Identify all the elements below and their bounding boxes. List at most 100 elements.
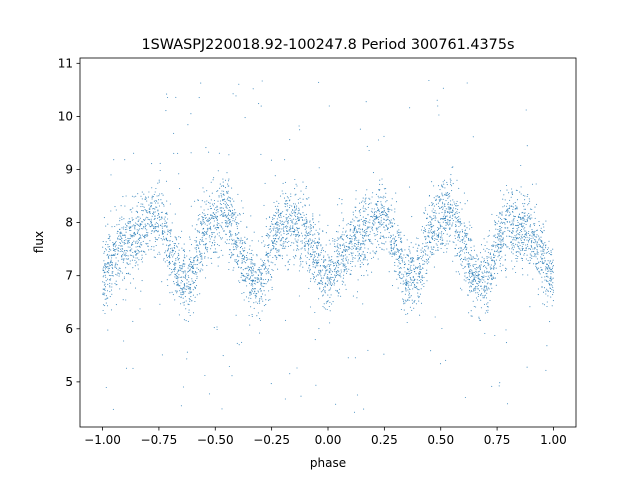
- data-point: [540, 236, 542, 238]
- data-point: [486, 241, 488, 243]
- data-point: [172, 254, 174, 256]
- data-point: [131, 242, 134, 244]
- data-point: [336, 291, 338, 293]
- data-point: [359, 219, 361, 221]
- data-point: [139, 224, 141, 226]
- data-point: [312, 226, 314, 228]
- data-point: [483, 275, 485, 277]
- data-point: [466, 276, 469, 278]
- data-point: [336, 290, 338, 292]
- data-point: [110, 259, 112, 261]
- data-point: [394, 223, 396, 225]
- data-point: [357, 230, 359, 233]
- data-point: [440, 207, 443, 209]
- data-point: [328, 268, 331, 270]
- data-point: [460, 254, 462, 256]
- data-point: [272, 228, 274, 230]
- data-point: [133, 240, 135, 242]
- data-point: [240, 220, 242, 222]
- data-point: [340, 262, 342, 264]
- data-point: [282, 211, 284, 213]
- data-point: [180, 282, 182, 284]
- data-point: [464, 252, 466, 254]
- data-point: [119, 288, 121, 290]
- data-point: [238, 83, 240, 85]
- data-point: [248, 270, 250, 272]
- data-point: [308, 241, 310, 243]
- data-point: [206, 230, 208, 232]
- data-point: [501, 218, 503, 221]
- data-point: [226, 220, 228, 222]
- data-point: [199, 271, 201, 273]
- data-point: [440, 225, 442, 227]
- data-point: [173, 281, 175, 283]
- data-point: [274, 242, 276, 244]
- data-point: [551, 271, 553, 273]
- data-point: [236, 233, 238, 235]
- data-point: [112, 248, 114, 250]
- data-point: [494, 234, 496, 236]
- data-point: [498, 385, 500, 387]
- data-point: [376, 227, 378, 229]
- data-point: [130, 250, 132, 252]
- data-point: [161, 225, 163, 227]
- data-point: [251, 275, 253, 277]
- data-point: [174, 267, 177, 269]
- data-point: [391, 198, 393, 200]
- data-point: [332, 301, 334, 303]
- data-point: [464, 258, 466, 260]
- data-point: [164, 252, 166, 254]
- data-point: [120, 237, 123, 239]
- data-point: [338, 291, 340, 294]
- data-point: [401, 278, 403, 280]
- data-point: [362, 259, 364, 261]
- data-point: [457, 219, 459, 221]
- data-point: [403, 261, 405, 263]
- data-point: [438, 205, 440, 208]
- data-point: [199, 251, 201, 253]
- data-point: [402, 261, 404, 263]
- data-point: [546, 268, 549, 270]
- data-point: [291, 233, 293, 235]
- data-point: [521, 216, 523, 218]
- data-point: [526, 145, 528, 147]
- data-point: [550, 279, 552, 281]
- data-point: [144, 235, 146, 237]
- data-point: [161, 233, 163, 235]
- data-point: [104, 264, 106, 266]
- data-point: [316, 247, 318, 249]
- data-point: [411, 261, 413, 263]
- data-point: [446, 184, 448, 186]
- data-point: [317, 274, 319, 276]
- data-point: [489, 266, 491, 268]
- data-point: [523, 239, 526, 241]
- data-point: [462, 248, 464, 250]
- data-point: [520, 242, 523, 244]
- data-point: [488, 272, 490, 274]
- data-point: [165, 238, 168, 241]
- data-point: [352, 214, 354, 216]
- data-point: [367, 264, 369, 266]
- data-point: [460, 263, 462, 265]
- data-point: [177, 285, 179, 287]
- data-point: [271, 268, 273, 271]
- data-point: [465, 277, 467, 279]
- data-point: [399, 271, 401, 273]
- data-point: [474, 275, 476, 277]
- data-point: [334, 239, 336, 241]
- data-point: [375, 253, 377, 255]
- data-point: [134, 228, 136, 230]
- data-point: [452, 241, 454, 243]
- data-point: [457, 205, 459, 207]
- data-point: [207, 218, 209, 220]
- data-point: [464, 232, 466, 234]
- data-point: [322, 290, 324, 292]
- data-point: [163, 238, 165, 240]
- data-point: [251, 290, 253, 292]
- data-point: [450, 200, 452, 202]
- data-point: [390, 226, 392, 229]
- data-point: [318, 234, 320, 236]
- data-point: [268, 261, 270, 263]
- data-point: [333, 245, 336, 248]
- data-point: [490, 264, 492, 266]
